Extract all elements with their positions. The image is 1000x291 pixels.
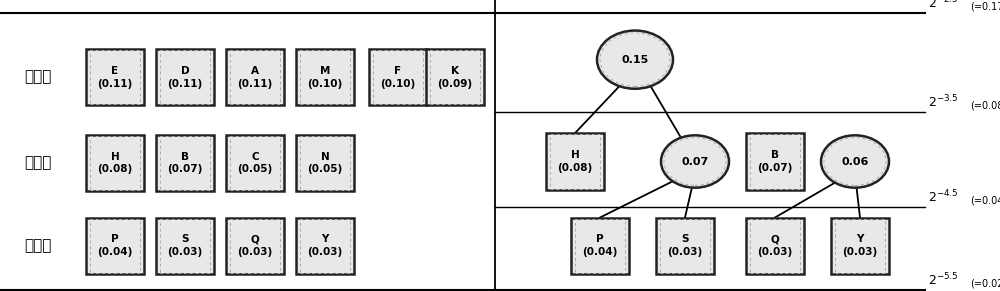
- FancyBboxPatch shape: [156, 49, 214, 106]
- Text: B
(0.07): B (0.07): [167, 152, 203, 174]
- Text: D
(0.11): D (0.11): [167, 66, 203, 88]
- FancyBboxPatch shape: [746, 218, 804, 274]
- Ellipse shape: [661, 135, 729, 188]
- Text: S
(0.03): S (0.03): [167, 235, 203, 257]
- Text: E
(0.11): E (0.11): [97, 66, 133, 88]
- Text: H
(0.08): H (0.08): [557, 150, 593, 173]
- Text: Q
(0.03): Q (0.03): [237, 235, 273, 257]
- FancyBboxPatch shape: [226, 134, 284, 191]
- Text: (=0.044): (=0.044): [970, 195, 1000, 205]
- FancyBboxPatch shape: [656, 218, 714, 274]
- Ellipse shape: [597, 31, 673, 89]
- FancyBboxPatch shape: [746, 133, 804, 190]
- Text: A
(0.11): A (0.11): [237, 66, 273, 88]
- Text: H
(0.08): H (0.08): [97, 152, 133, 174]
- Text: N
(0.05): N (0.05): [307, 152, 343, 174]
- Text: F
(0.10): F (0.10): [380, 66, 416, 88]
- Text: 第四层: 第四层: [24, 155, 52, 171]
- Text: $2^{-2.5}$: $2^{-2.5}$: [928, 0, 959, 12]
- FancyBboxPatch shape: [831, 218, 889, 274]
- Text: (=0.088): (=0.088): [970, 101, 1000, 111]
- Text: $2^{-5.5}$: $2^{-5.5}$: [928, 272, 959, 288]
- Text: P
(0.04): P (0.04): [97, 235, 133, 257]
- FancyBboxPatch shape: [226, 49, 284, 106]
- Text: Y
(0.03): Y (0.03): [307, 235, 343, 257]
- Text: S
(0.03): S (0.03): [667, 235, 703, 257]
- FancyBboxPatch shape: [226, 218, 284, 274]
- Text: 第三层: 第三层: [24, 70, 52, 85]
- Ellipse shape: [821, 135, 889, 188]
- Text: 0.07: 0.07: [681, 157, 709, 166]
- Text: B
(0.07): B (0.07): [757, 150, 793, 173]
- Text: (=0.022): (=0.022): [970, 278, 1000, 288]
- Text: Y
(0.03): Y (0.03): [842, 235, 878, 257]
- FancyBboxPatch shape: [296, 218, 354, 274]
- FancyBboxPatch shape: [426, 49, 484, 106]
- Text: 第五层: 第五层: [24, 238, 52, 253]
- Text: K
(0.09): K (0.09): [437, 66, 473, 88]
- FancyBboxPatch shape: [296, 134, 354, 191]
- Text: P
(0.04): P (0.04): [582, 235, 618, 257]
- Text: 0.15: 0.15: [621, 55, 649, 65]
- Text: $2^{-3.5}$: $2^{-3.5}$: [928, 94, 959, 111]
- FancyBboxPatch shape: [86, 134, 144, 191]
- FancyBboxPatch shape: [296, 49, 354, 106]
- FancyBboxPatch shape: [156, 134, 214, 191]
- Text: M
(0.10): M (0.10): [307, 66, 343, 88]
- FancyBboxPatch shape: [546, 133, 604, 190]
- Text: $2^{-4.5}$: $2^{-4.5}$: [928, 189, 959, 205]
- Text: (=0.177): (=0.177): [970, 2, 1000, 12]
- FancyBboxPatch shape: [156, 218, 214, 274]
- FancyBboxPatch shape: [369, 49, 427, 106]
- Text: C
(0.05): C (0.05): [237, 152, 273, 174]
- Text: Q
(0.03): Q (0.03): [757, 235, 793, 257]
- FancyBboxPatch shape: [86, 218, 144, 274]
- FancyBboxPatch shape: [571, 218, 629, 274]
- Text: 0.06: 0.06: [841, 157, 869, 166]
- FancyBboxPatch shape: [86, 49, 144, 106]
